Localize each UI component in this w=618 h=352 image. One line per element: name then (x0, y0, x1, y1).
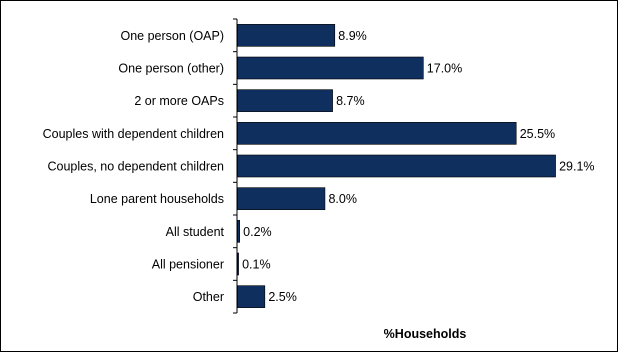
category-label: All pensioner (152, 258, 224, 272)
bar (237, 220, 240, 243)
category-label: One person (other) (118, 62, 224, 76)
value-label: 17.0% (427, 62, 462, 76)
category-label: Lone parent households (90, 192, 224, 206)
bar (237, 122, 517, 145)
value-label: 8.9% (338, 29, 367, 43)
value-label: 25.5% (520, 127, 555, 141)
value-label: 0.1% (242, 258, 271, 272)
bar (237, 56, 424, 80)
category-label: One person (OAP) (120, 29, 224, 43)
bar (237, 154, 556, 178)
value-label: 0.2% (243, 225, 272, 239)
category-label: Couples, no dependent children (47, 160, 224, 174)
value-label: 8.7% (336, 94, 365, 108)
bar (237, 24, 336, 47)
value-label: 29.1% (559, 160, 594, 174)
bar (237, 252, 239, 276)
plot-area: One person (OAP) 8.9% One person (other) 17… (43, 18, 595, 314)
category-label: 2 or more OAPs (134, 94, 224, 108)
value-label: 8.0% (328, 192, 357, 206)
category-label: All student (166, 225, 225, 239)
bar (237, 285, 266, 308)
x-axis-title: %Households (384, 327, 467, 341)
category-label: Couples with dependent children (43, 127, 224, 141)
category-label: Other (193, 290, 224, 304)
bar (237, 187, 326, 210)
value-label: 2.5% (268, 290, 297, 304)
bar (237, 89, 333, 112)
